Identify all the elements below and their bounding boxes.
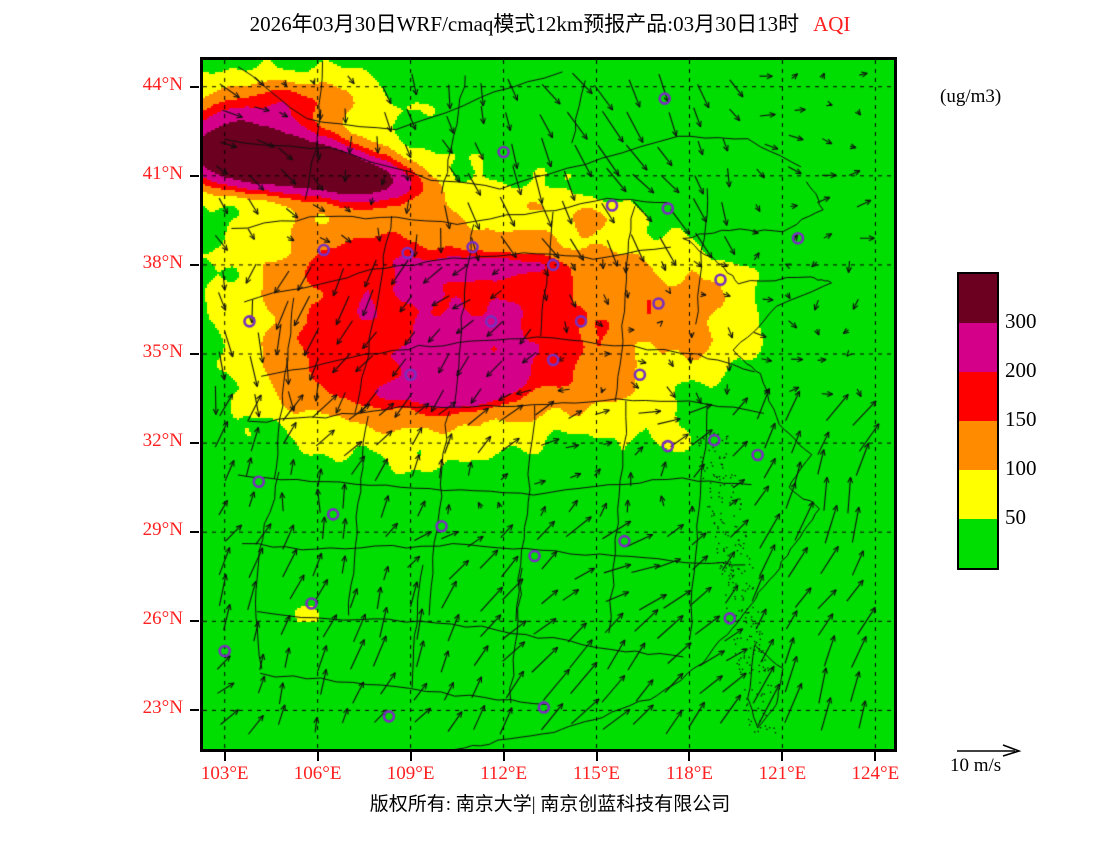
colorbar-band-100to150 [959, 421, 997, 470]
x-tick-mark [874, 752, 877, 761]
y-tick-mark [190, 174, 199, 177]
x-tick-label: 124°E [851, 763, 900, 784]
x-tick-mark [688, 752, 691, 761]
x-tick-mark [409, 752, 412, 761]
colorbar-label-150: 150 [1005, 407, 1037, 431]
y-tick-mark [190, 85, 199, 88]
x-tick-label: 103°E [200, 763, 249, 784]
x-tick-mark [316, 752, 319, 761]
title-variable: AQI [813, 12, 851, 36]
x-tick-mark [781, 752, 784, 761]
colorbar-band-50to100 [959, 470, 997, 519]
y-tick-mark [190, 620, 199, 623]
aqi-colorbar[interactable] [957, 272, 999, 570]
colorbar-band-200to300 [959, 323, 997, 372]
y-tick-label: 35°N [142, 341, 183, 362]
x-tick-mark [595, 752, 598, 761]
x-tick-label: 106°E [293, 763, 342, 784]
colorbar-units-label: (ug/m3) [940, 86, 1002, 107]
page-title: 2026年03月30日WRF/cmaq模式12km预报产品:03月30日13时 A… [0, 8, 1100, 38]
x-tick-label: 115°E [573, 763, 621, 784]
y-tick-label: 23°N [142, 697, 183, 719]
title-text: 2026年03月30日WRF/cmaq模式12km预报产品:03月30日13时 [249, 12, 800, 36]
y-tick-label: 29°N [142, 519, 183, 541]
aqi-contour-canvas [203, 60, 894, 749]
colorbar-band-300 [959, 274, 997, 323]
colorbar-band-50 [959, 519, 997, 568]
forecast-map-plot[interactable] [200, 57, 897, 752]
x-tick-label: 112°E [480, 763, 528, 784]
colorbar-label-50: 50 [1005, 505, 1026, 529]
wind-scale-label: 10 m/s [950, 755, 1002, 776]
wind-reference-arrow-icon [957, 744, 1022, 757]
y-tick-mark [190, 442, 199, 445]
y-tick-mark [190, 531, 199, 534]
colorbar-band-150to200 [959, 372, 997, 421]
y-tick-mark [190, 263, 199, 266]
x-tick-label: 109°E [386, 763, 435, 784]
colorbar-label-100: 100 [1005, 456, 1037, 480]
y-tick-label: 41°N [142, 162, 183, 184]
wind-scale-key: 10 m/s [950, 733, 1080, 783]
y-tick-label: 32°N [142, 430, 183, 452]
x-tick-mark [223, 752, 226, 761]
y-tick-mark [190, 709, 199, 712]
y-tick-mark [190, 353, 199, 355]
colorbar-label-200: 200 [1005, 358, 1037, 382]
y-tick-label: 26°N [142, 608, 183, 630]
x-tick-mark [502, 752, 505, 761]
y-tick-label: 38°N [142, 251, 183, 273]
x-tick-label: 118°E [665, 763, 713, 784]
y-tick-label: 44°N [142, 73, 183, 95]
x-tick-label: 121°E [758, 763, 807, 784]
copyright-footer: 版权所有: 南京大学| 南京创蓝科技有限公司 [369, 794, 731, 815]
colorbar-label-300: 300 [1005, 309, 1037, 333]
